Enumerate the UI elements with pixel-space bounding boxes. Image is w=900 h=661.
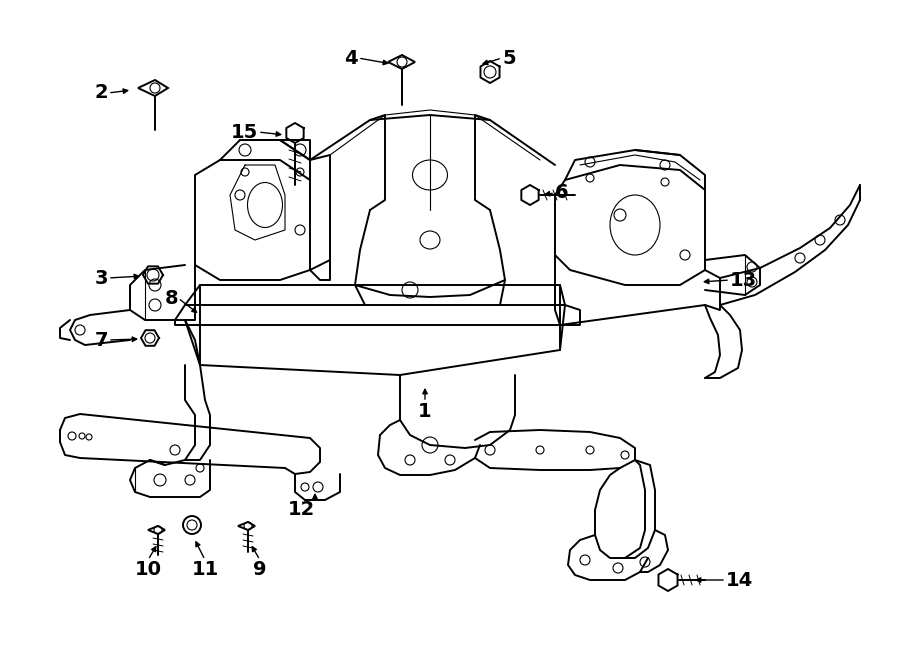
Text: 6: 6 [555, 184, 569, 202]
Text: 10: 10 [134, 560, 161, 579]
Text: 9: 9 [253, 560, 266, 579]
Text: 13: 13 [730, 270, 757, 290]
Text: 12: 12 [288, 500, 315, 519]
Text: 14: 14 [726, 570, 753, 590]
Text: 3: 3 [94, 268, 108, 288]
Text: 2: 2 [94, 83, 108, 102]
Text: 7: 7 [94, 330, 108, 350]
Text: 5: 5 [502, 48, 516, 67]
Text: 15: 15 [230, 122, 258, 141]
Text: 4: 4 [345, 48, 358, 67]
Text: 11: 11 [192, 560, 219, 579]
Text: 1: 1 [418, 402, 432, 421]
Text: 8: 8 [165, 288, 178, 307]
